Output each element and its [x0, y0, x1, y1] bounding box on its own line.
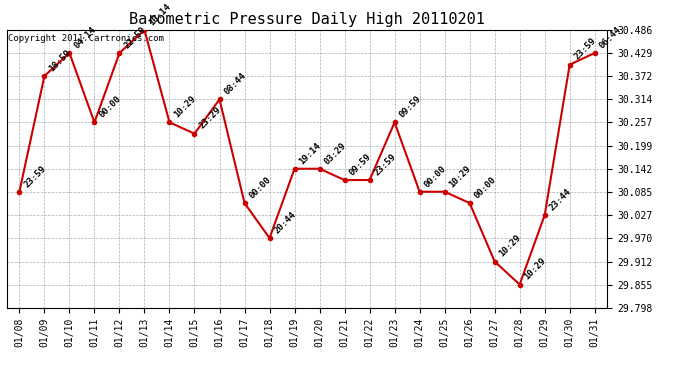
- Text: 22:59: 22:59: [122, 25, 148, 50]
- Text: 03:29: 03:29: [322, 141, 348, 166]
- Text: 00:00: 00:00: [247, 175, 273, 200]
- Text: 19:14: 19:14: [297, 141, 323, 166]
- Text: 18:59: 18:59: [47, 48, 72, 73]
- Text: 10:29: 10:29: [172, 94, 197, 120]
- Text: 00:00: 00:00: [97, 94, 123, 120]
- Text: 10:29: 10:29: [447, 164, 473, 189]
- Text: 20:44: 20:44: [273, 210, 297, 236]
- Text: 10:29: 10:29: [522, 256, 548, 282]
- Text: 23:59: 23:59: [373, 152, 397, 177]
- Text: 06:44: 06:44: [598, 25, 623, 50]
- Text: 23:59: 23:59: [573, 36, 598, 62]
- Text: 23:44: 23:44: [547, 187, 573, 212]
- Text: Copyright 2011 Cartronics.com: Copyright 2011 Cartronics.com: [8, 34, 164, 43]
- Title: Barometric Pressure Daily High 20110201: Barometric Pressure Daily High 20110201: [129, 12, 485, 27]
- Text: 04:14: 04:14: [72, 25, 97, 50]
- Text: 08:44: 08:44: [222, 71, 248, 97]
- Text: 10:29: 10:29: [497, 233, 523, 259]
- Text: 00:00: 00:00: [422, 164, 448, 189]
- Text: 23:59: 23:59: [22, 164, 48, 189]
- Text: 09:59: 09:59: [397, 94, 423, 120]
- Text: 23:29: 23:29: [197, 105, 223, 131]
- Text: 00:00: 00:00: [473, 175, 497, 200]
- Text: 10:14: 10:14: [147, 2, 172, 27]
- Text: 09:59: 09:59: [347, 152, 373, 177]
